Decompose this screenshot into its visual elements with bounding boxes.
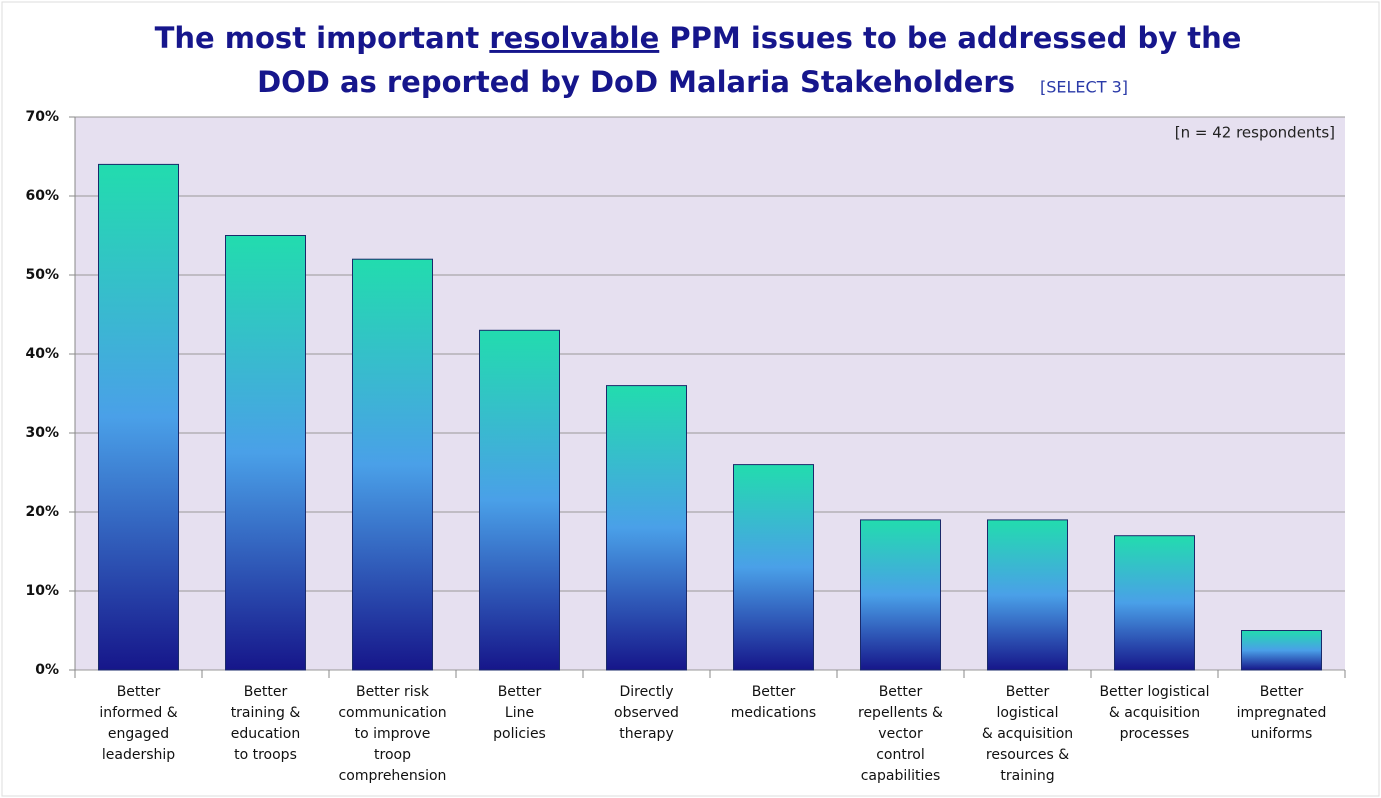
x-tick-label: Directly observed therapy — [614, 684, 679, 742]
x-tick-line: Directly — [619, 684, 673, 700]
x-tick-line: therapy — [619, 726, 673, 742]
x-tick-line: & acquisition — [982, 726, 1073, 742]
bar — [1241, 630, 1322, 671]
bar — [98, 163, 179, 671]
x-tick-line: to improve — [355, 726, 431, 742]
x-tick-line: observed — [614, 705, 679, 721]
x-tick-line: informed & — [99, 705, 177, 721]
x-tick-line: uniforms — [1251, 726, 1313, 742]
y-tick-label: 0% — [35, 662, 59, 678]
x-tick-line: engaged — [108, 726, 169, 742]
x-tick-line: capabilities — [861, 768, 941, 784]
bar — [479, 329, 560, 671]
x-tick-label: Better risk communication to improve troop c… — [338, 684, 446, 784]
bar — [860, 519, 941, 671]
y-tick-label: 30% — [25, 425, 59, 441]
title-part: The most important — [155, 21, 490, 55]
x-tick-line: comprehension — [339, 768, 447, 784]
y-tick-label: 20% — [25, 504, 59, 520]
x-tick-line: control — [876, 747, 925, 763]
y-tick-label: 70% — [25, 109, 59, 125]
bar — [352, 258, 433, 671]
x-tick-line: education — [231, 726, 300, 742]
x-tick-line: training — [1000, 768, 1054, 784]
x-tick-label: Better impregnated uniforms — [1237, 684, 1327, 742]
x-tick-line: Better — [879, 684, 923, 700]
x-tick-label: Better informed & engaged leadership — [99, 684, 177, 763]
x-tick-line: training & — [231, 705, 301, 721]
x-tick-label: Better logistical & acquisition processes — [1099, 684, 1209, 742]
annotation: [n = 42 respondents] — [1175, 124, 1335, 142]
y-tick-label: 10% — [25, 583, 59, 599]
bar — [225, 235, 306, 671]
x-tick-line: vector — [878, 726, 923, 742]
bar — [987, 519, 1068, 671]
x-tick-label: Better Line policies — [493, 684, 546, 742]
x-tick-line: processes — [1120, 726, 1190, 742]
x-tick-line: Line — [505, 705, 534, 721]
x-tick-line: communication — [338, 705, 446, 721]
x-tick-line: troop — [374, 747, 411, 763]
x-tick-line: logistical — [996, 705, 1058, 721]
bar — [606, 385, 687, 671]
x-tick-line: policies — [493, 726, 546, 742]
bar — [1114, 535, 1195, 671]
x-tick-line: Better — [117, 684, 161, 700]
x-tick-line: medications — [731, 705, 816, 721]
x-tick-line: Better — [1260, 684, 1304, 700]
y-tick-label: 50% — [25, 267, 59, 283]
x-tick-label: Better logistical & acquisition resources &… — [982, 684, 1073, 784]
x-tick-line: Better — [1006, 684, 1050, 700]
x-tick-label: Better medications — [731, 684, 816, 721]
x-tick-line: Better risk — [356, 684, 430, 700]
chart-title: The most important resolvable PPM issues… — [155, 21, 1242, 55]
x-tick-line: impregnated — [1237, 705, 1327, 721]
title-part: PPM issues to be addressed by the — [659, 21, 1241, 55]
x-tick-line: resources & — [986, 747, 1069, 763]
x-tick-label: Better training & education to troops — [231, 684, 301, 763]
x-tick-line: Better logistical — [1099, 684, 1209, 700]
x-tick-line: leadership — [102, 747, 175, 763]
x-tick-line: Better — [752, 684, 796, 700]
x-tick-line: Better — [244, 684, 288, 700]
y-tick-label: 60% — [25, 188, 59, 204]
y-tick-label: 40% — [25, 346, 59, 362]
chart-subtitle: [SELECT 3] — [1040, 78, 1128, 97]
chart-title: DOD as reported by DoD Malaria Stakehold… — [257, 65, 1015, 99]
x-tick-line: repellents & — [858, 705, 943, 721]
title-part: resolvable — [489, 21, 659, 55]
bar — [733, 464, 814, 671]
x-tick-line: & acquisition — [1109, 705, 1200, 721]
x-tick-line: to troops — [234, 747, 297, 763]
x-tick-line: Better — [498, 684, 542, 700]
x-tick-label: Better repellents & vector control capabilit… — [858, 684, 943, 784]
